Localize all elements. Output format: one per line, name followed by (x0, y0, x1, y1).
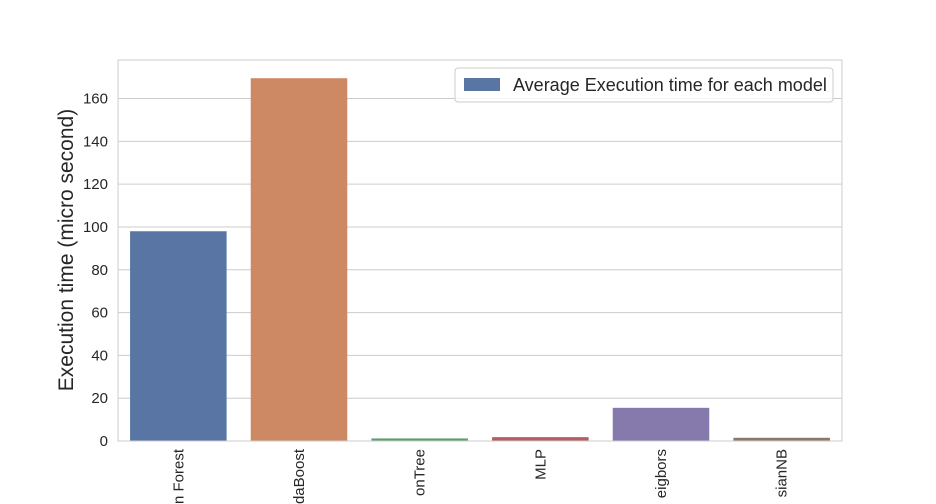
x-tick-label: eigbors (653, 449, 670, 498)
legend: Average Execution time for each model (454, 67, 834, 103)
bars (130, 78, 830, 441)
y-tick-label: 80 (91, 262, 108, 279)
plot-frame (117, 59, 843, 442)
y-axis-title: Execution time (micro second) (55, 109, 78, 391)
legend-box (454, 67, 834, 103)
bar-1 (250, 78, 348, 441)
legend-swatch (464, 78, 500, 91)
x-tick-label: n Forest (170, 448, 187, 504)
y-tick-label: 100 (83, 219, 108, 236)
bar-0 (130, 231, 227, 441)
plot-background (118, 60, 842, 441)
y-tick-label: 60 (91, 305, 108, 322)
y-tick-label: 20 (91, 390, 108, 407)
x-tick-label: daBoost (291, 448, 308, 504)
x-tick-label: MLP (532, 449, 549, 480)
y-axis-ticks: 0 20 40 60 80 100 120 140 160 (83, 91, 108, 450)
y-tick-label: 160 (83, 91, 108, 108)
bar-3 (492, 437, 589, 441)
bar-4 (612, 407, 710, 441)
y-tick-label: 140 (83, 133, 108, 150)
y-tick-label: 120 (83, 176, 108, 193)
x-tick-label: onTree (412, 449, 429, 496)
x-axis-ticks: n Forest daBoost onTree MLP eigbors sianNB (170, 448, 790, 504)
bar-2 (371, 438, 468, 441)
bar-5 (733, 437, 830, 441)
legend-label: Average Execution time for each model (513, 75, 827, 95)
x-tick-label: sianNB (774, 449, 791, 497)
y-tick-label: 40 (91, 347, 108, 364)
y-tick-label: 0 (100, 433, 108, 450)
